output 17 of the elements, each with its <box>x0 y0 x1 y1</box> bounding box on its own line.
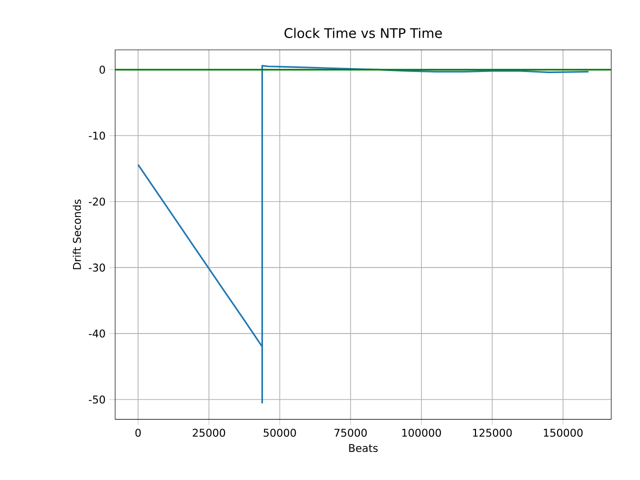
y-tick-label: -30 <box>88 264 105 272</box>
y-tick-label: 0 <box>100 66 105 74</box>
x-tick-label: 50000 <box>264 428 296 437</box>
y-tick-label: -10 <box>88 132 105 140</box>
chart-title: Clock Time vs NTP Time <box>284 28 442 38</box>
x-tick-label: 125000 <box>473 428 512 437</box>
y-tick-label: -20 <box>88 198 105 206</box>
x-tick-label: 150000 <box>544 428 583 437</box>
line-series <box>137 65 590 404</box>
y-tick-label: -50 <box>88 396 105 404</box>
x-tick-label: 100000 <box>402 428 441 437</box>
y-tick-label: -40 <box>88 330 105 338</box>
x-axis-title: Beats <box>349 444 378 452</box>
x-tick-label: 75000 <box>334 428 367 437</box>
y-axis-title: Drift Seconds <box>72 200 81 270</box>
x-tick-label: 0 <box>135 428 141 437</box>
x-tick-label: 25000 <box>192 428 226 437</box>
